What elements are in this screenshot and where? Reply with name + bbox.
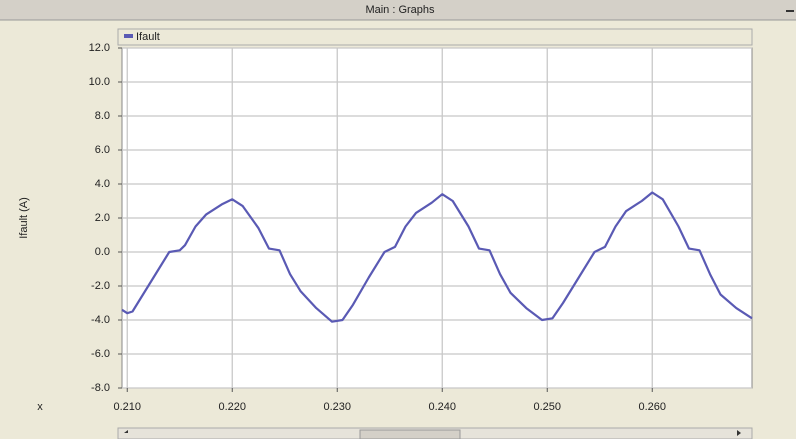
x-axis-label: x [37,401,43,413]
title-bar [0,0,796,20]
y-tick-label: 12.0 [89,42,110,54]
y-tick-label: -6.0 [91,348,110,360]
x-tick-label: 0.220 [218,401,246,413]
y-tick-label: 6.0 [95,144,110,156]
y-tick-label: -8.0 [91,382,110,394]
y-tick-label: 4.0 [95,178,110,190]
x-tick-label: 0.250 [533,401,561,413]
y-tick-label: 2.0 [95,212,110,224]
x-tick-label: 0.260 [638,401,666,413]
y-tick-label: 0.0 [95,246,110,258]
x-tick-label: 0.210 [113,401,141,413]
y-axis-label: Ifault (A) [18,197,30,239]
scroll-thumb[interactable] [359,429,461,439]
legend-swatch [124,34,133,38]
y-tick-label: 8.0 [95,110,110,122]
y-tick-label: -2.0 [91,280,110,292]
window-title: Main : Graphs [365,4,435,16]
scroll-right-arrow[interactable] [737,430,741,436]
legend-label: Ifault [136,31,160,43]
x-tick-label: 0.240 [428,401,456,413]
legend-strip [117,28,753,46]
y-tick-label: -4.0 [91,314,110,326]
x-tick-label: 0.230 [323,401,351,413]
y-tick-label: 10.0 [89,76,110,88]
series-line [121,191,753,323]
scroll-left-arrow[interactable] [124,430,128,433]
